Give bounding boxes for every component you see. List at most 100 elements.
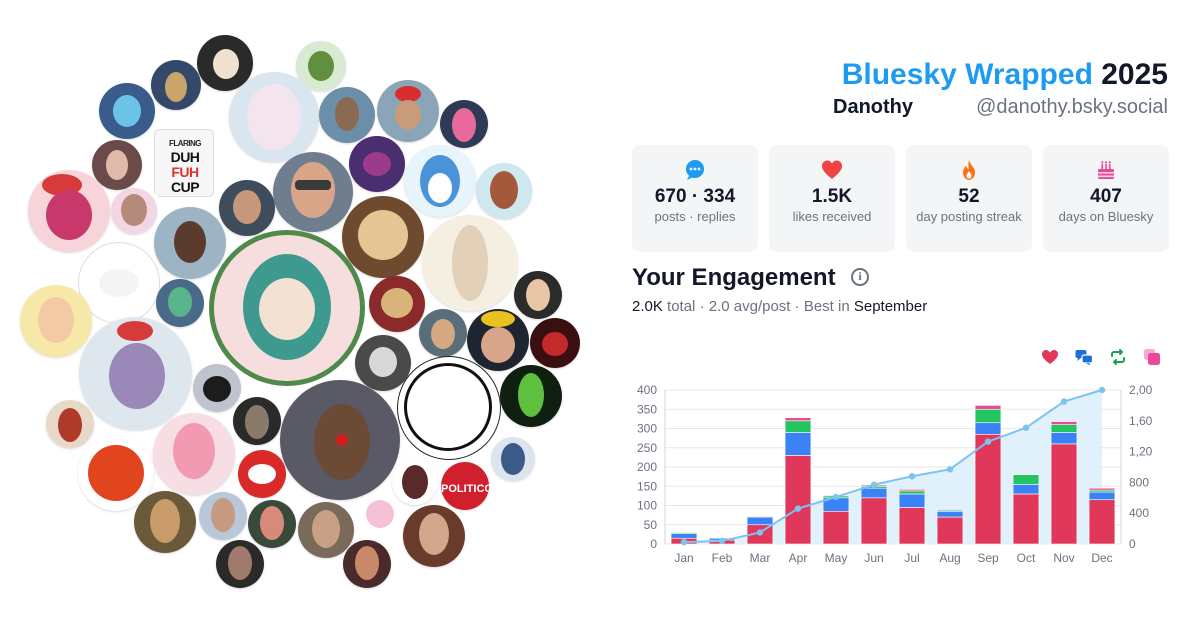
avatar[interactable] <box>151 60 201 110</box>
avatar[interactable] <box>153 413 235 495</box>
bar-likes <box>898 507 926 545</box>
info-icon[interactable] <box>851 268 869 286</box>
brand-year: 2025 <box>1101 58 1168 91</box>
cumulative-point <box>756 529 764 536</box>
avatar[interactable] <box>28 170 110 252</box>
avatar[interactable] <box>229 72 319 162</box>
stat-value: 1.5K <box>811 186 853 207</box>
avatar[interactable] <box>419 309 467 357</box>
avatar[interactable] <box>476 163 532 219</box>
bar-reposts <box>784 420 812 433</box>
avatar[interactable] <box>440 100 488 148</box>
x-tick-label: Jan <box>674 551 693 565</box>
heart-icon[interactable] <box>1040 347 1060 367</box>
avatar[interactable] <box>360 494 400 534</box>
avatar[interactable] <box>154 207 226 279</box>
avatar[interactable] <box>319 87 375 143</box>
avatar[interactable] <box>99 83 155 139</box>
x-tick-label: Oct <box>1017 551 1036 565</box>
x-tick-label: Mar <box>750 551 771 565</box>
bar-replies <box>1012 484 1040 495</box>
stat-label: likes received <box>792 209 872 224</box>
avatar[interactable] <box>398 357 500 459</box>
flame-icon <box>906 159 1032 181</box>
avatar[interactable] <box>134 491 196 553</box>
avatar[interactable] <box>467 309 529 371</box>
avatar[interactable] <box>298 502 354 558</box>
x-tick-label: Dec <box>1091 551 1112 565</box>
avatar[interactable] <box>248 500 296 548</box>
y2-tick-label: 1,200 <box>1129 445 1152 459</box>
cumulative-point <box>1022 424 1030 431</box>
avatar[interactable] <box>500 365 562 427</box>
reply-bubbles-icon[interactable] <box>1074 347 1094 367</box>
user-handle[interactable]: @danothy.bsky.social <box>976 96 1168 118</box>
repost-icon[interactable] <box>1108 347 1128 367</box>
avatar[interactable] <box>233 397 281 445</box>
avatar[interactable] <box>209 230 365 386</box>
avatar[interactable] <box>273 152 353 232</box>
avatar[interactable] <box>156 279 204 327</box>
cumulative-point <box>794 505 802 512</box>
mug-avatar[interactable]: FLARING DUH FUH CUP <box>140 115 230 205</box>
y-tick-label: 300 <box>637 422 657 436</box>
avatar[interactable] <box>491 437 535 481</box>
avatar[interactable] <box>199 492 247 540</box>
bar-likes <box>784 455 812 545</box>
y2-tick-label: 800 <box>1129 475 1149 489</box>
avatar[interactable] <box>20 285 92 357</box>
engagement-summary: 2.0K total · 2.0 avg/post · Best in Sept… <box>632 298 928 315</box>
avatar[interactable] <box>349 136 405 192</box>
avatar[interactable] <box>92 140 142 190</box>
engagement-title: Your Engagement <box>632 264 836 291</box>
avatar[interactable] <box>216 540 264 588</box>
y-tick-label: 400 <box>637 383 657 397</box>
avatar[interactable] <box>238 450 286 498</box>
avatar[interactable] <box>514 271 562 319</box>
avatar[interactable] <box>404 145 476 217</box>
avatar[interactable] <box>219 180 275 236</box>
y-tick-label: 200 <box>637 460 657 474</box>
avatar[interactable] <box>280 380 400 500</box>
stat-card-posts: 670 · 334 posts · replies <box>632 145 758 252</box>
cumulative-point <box>1060 398 1068 405</box>
stat-value: 52 <box>958 186 980 207</box>
cumulative-line <box>683 389 1103 544</box>
cumulative-point <box>1098 386 1106 394</box>
avatar[interactable] <box>79 317 192 430</box>
stat-card-days: 407 days on Bluesky <box>1043 145 1169 252</box>
quote-icon[interactable] <box>1142 347 1162 367</box>
bar-reposts <box>898 490 926 495</box>
avatar[interactable] <box>403 505 465 567</box>
bar-likes <box>860 497 888 545</box>
engagement-total: 2.0K <box>632 298 663 315</box>
avatar[interactable] <box>79 243 159 323</box>
avatar[interactable] <box>342 196 424 278</box>
avatar[interactable] <box>111 188 157 234</box>
stat-value: 407 <box>1090 186 1122 207</box>
avatar[interactable] <box>46 400 94 448</box>
brand-title: Bluesky Wrapped <box>841 58 1093 91</box>
stat-label: day posting streak <box>916 209 1022 224</box>
avatar[interactable] <box>355 335 411 391</box>
bar-quotes <box>1088 487 1116 491</box>
avatar[interactable] <box>369 276 425 332</box>
bar-replies <box>974 422 1002 435</box>
avatar[interactable] <box>392 459 438 505</box>
avatar[interactable] <box>530 318 580 368</box>
avatar[interactable] <box>343 540 391 588</box>
bar-likes <box>822 510 850 545</box>
bar-reposts <box>974 408 1002 424</box>
avatar[interactable] <box>197 35 253 91</box>
avatar[interactable] <box>193 364 241 412</box>
bar-quotes <box>1050 421 1078 425</box>
politico-avatar[interactable]: POLITICO <box>441 462 489 510</box>
avatar[interactable] <box>377 80 439 142</box>
avatar[interactable] <box>78 435 154 511</box>
engagement-chart: 400 350 300 250 200 150 100 50 0 2,000 1,600 1,200 8… <box>637 383 1152 565</box>
avatar[interactable] <box>422 215 518 311</box>
y2-tick-label: 1,600 <box>1129 414 1152 428</box>
avatar[interactable] <box>296 41 346 91</box>
page-title: Bluesky Wrapped 2025 <box>842 58 1168 92</box>
stat-label: posts · replies <box>654 209 736 224</box>
